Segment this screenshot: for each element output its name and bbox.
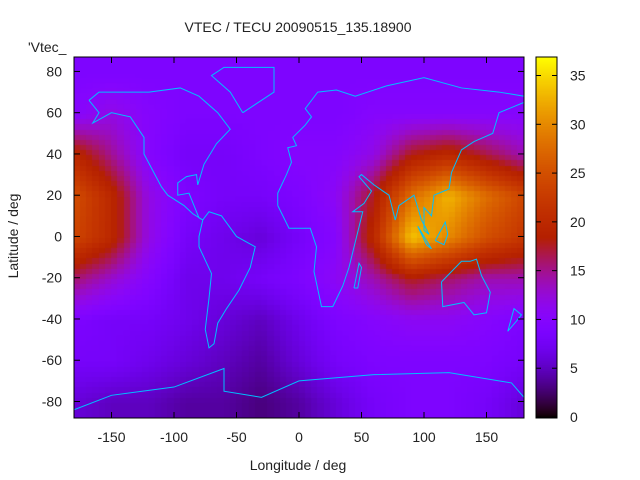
colorbar-tick-label: 20 <box>570 214 586 230</box>
colorbar-gradient <box>536 57 557 418</box>
x-tick-label: 0 <box>295 429 303 445</box>
coastline-sumatra <box>417 225 432 250</box>
colorbar-tick-label: 25 <box>570 165 586 181</box>
y-tick-label: 20 <box>46 187 62 203</box>
x-tick-label: -150 <box>97 429 125 445</box>
y-tick-label: 60 <box>46 105 62 121</box>
colorbar-tick-label: 5 <box>570 360 578 376</box>
coastline-greenland <box>210 66 275 114</box>
coastline-south-america <box>198 211 256 349</box>
coastline-australia <box>441 258 491 316</box>
y-tick-label: 0 <box>54 228 62 244</box>
heatmap-image <box>74 57 524 418</box>
coastline-antarctica <box>73 367 525 411</box>
coastline-madagascar <box>353 261 363 289</box>
colorbar-frame <box>535 56 558 419</box>
x-tick-label: -100 <box>160 429 188 445</box>
x-tick-label: 150 <box>475 429 499 445</box>
coastline-new-zealand <box>507 307 523 332</box>
colorbar-tick-label: 10 <box>570 311 586 327</box>
coastlines <box>73 66 525 411</box>
y-tick-label: -20 <box>42 270 62 286</box>
y-tick-label: 80 <box>46 63 62 79</box>
key-label: 'Vtec_ <box>28 39 67 55</box>
colorbar-tick-label: 30 <box>570 116 586 132</box>
x-tick-label: 50 <box>354 429 370 445</box>
y-tick-label: -60 <box>42 352 62 368</box>
x-axis-label: Longitude / deg <box>250 457 347 473</box>
y-tick-label: -80 <box>42 393 62 409</box>
coastline-north-america <box>88 87 231 221</box>
x-tick-label: -50 <box>226 429 246 445</box>
y-tick-label: 40 <box>46 146 62 162</box>
y-axis-label: Latitude / deg <box>5 194 21 279</box>
colorbar-tick-label: 15 <box>570 263 586 279</box>
y-tick-label: -40 <box>42 311 62 327</box>
colorbar-tick-label: 0 <box>570 409 578 425</box>
chart-title: VTEC / TECU 20090515_135.18900 <box>184 19 411 35</box>
x-tick-label: 100 <box>412 429 436 445</box>
coastline-borneo <box>434 220 449 246</box>
colorbar-tick-label: 35 <box>570 68 586 84</box>
coastline-eurasia-africa <box>277 77 525 308</box>
plot-frame <box>73 56 525 419</box>
